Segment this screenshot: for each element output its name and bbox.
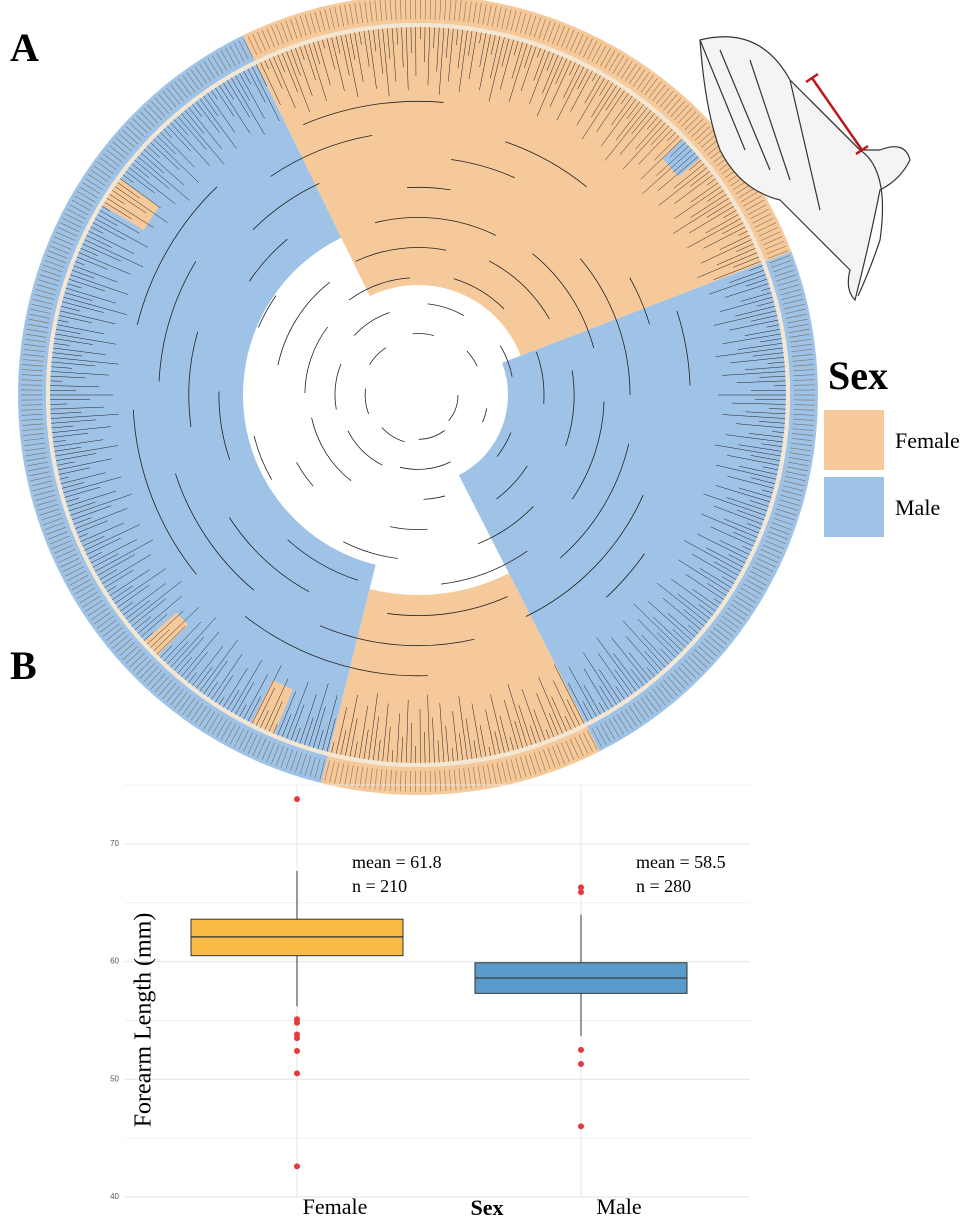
outlier (294, 1070, 300, 1076)
branch (423, 496, 445, 499)
branch (365, 389, 369, 414)
y-axis-title: Forearm Length (mm) (131, 913, 157, 1128)
branch (348, 431, 382, 465)
panel-label: A (10, 25, 39, 70)
page: {"panels": {"a": "A", "b": "B"}, "legend… (0, 0, 973, 1221)
branch (297, 462, 314, 486)
x-tick-label: Male (596, 1194, 641, 1219)
outlier (294, 1163, 300, 1169)
annotation: n = 210 (352, 876, 407, 896)
outlier (294, 796, 300, 802)
annotation: mean = 61.8 (352, 852, 442, 872)
outlier (578, 1047, 584, 1053)
x-axis-title: Sex (471, 1195, 504, 1220)
outlier (578, 1061, 584, 1067)
y-tick-label: 50 (110, 1074, 119, 1083)
legend-label: Female (895, 428, 960, 453)
legend-label: Male (895, 495, 940, 520)
outlier (578, 1123, 584, 1129)
annotation: n = 280 (636, 876, 691, 896)
x-tick-label: Female (303, 1194, 368, 1219)
figure: A B Sex Female Male 40 50 60 70 mean = 61.8 n =… (0, 0, 973, 1221)
branch (413, 334, 434, 336)
branch (312, 418, 351, 481)
outlier (294, 1048, 300, 1054)
outlier (578, 889, 584, 895)
outlier (294, 1035, 300, 1041)
branch (390, 527, 427, 530)
branch (369, 348, 386, 365)
branch (467, 351, 477, 366)
legend-swatch (824, 477, 884, 537)
y-tick-label: 70 (110, 839, 119, 848)
branch (449, 395, 458, 421)
branch (354, 312, 389, 335)
panel-label: B (10, 643, 37, 688)
branch (278, 282, 330, 365)
phylogenetic-tree (18, 0, 818, 795)
branch (305, 327, 328, 393)
legend-title: Sex (828, 353, 888, 398)
branch (400, 462, 451, 470)
y-tick-label: 60 (110, 957, 119, 966)
y-tick-label: 40 (110, 1192, 119, 1201)
branch (382, 428, 405, 442)
annotation: mean = 58.5 (636, 852, 726, 872)
branch (419, 430, 445, 439)
branch (428, 304, 464, 316)
branch (483, 408, 487, 422)
branch (343, 542, 398, 559)
outlier (294, 1020, 300, 1026)
branch (335, 364, 341, 410)
legend-swatch (824, 410, 884, 470)
